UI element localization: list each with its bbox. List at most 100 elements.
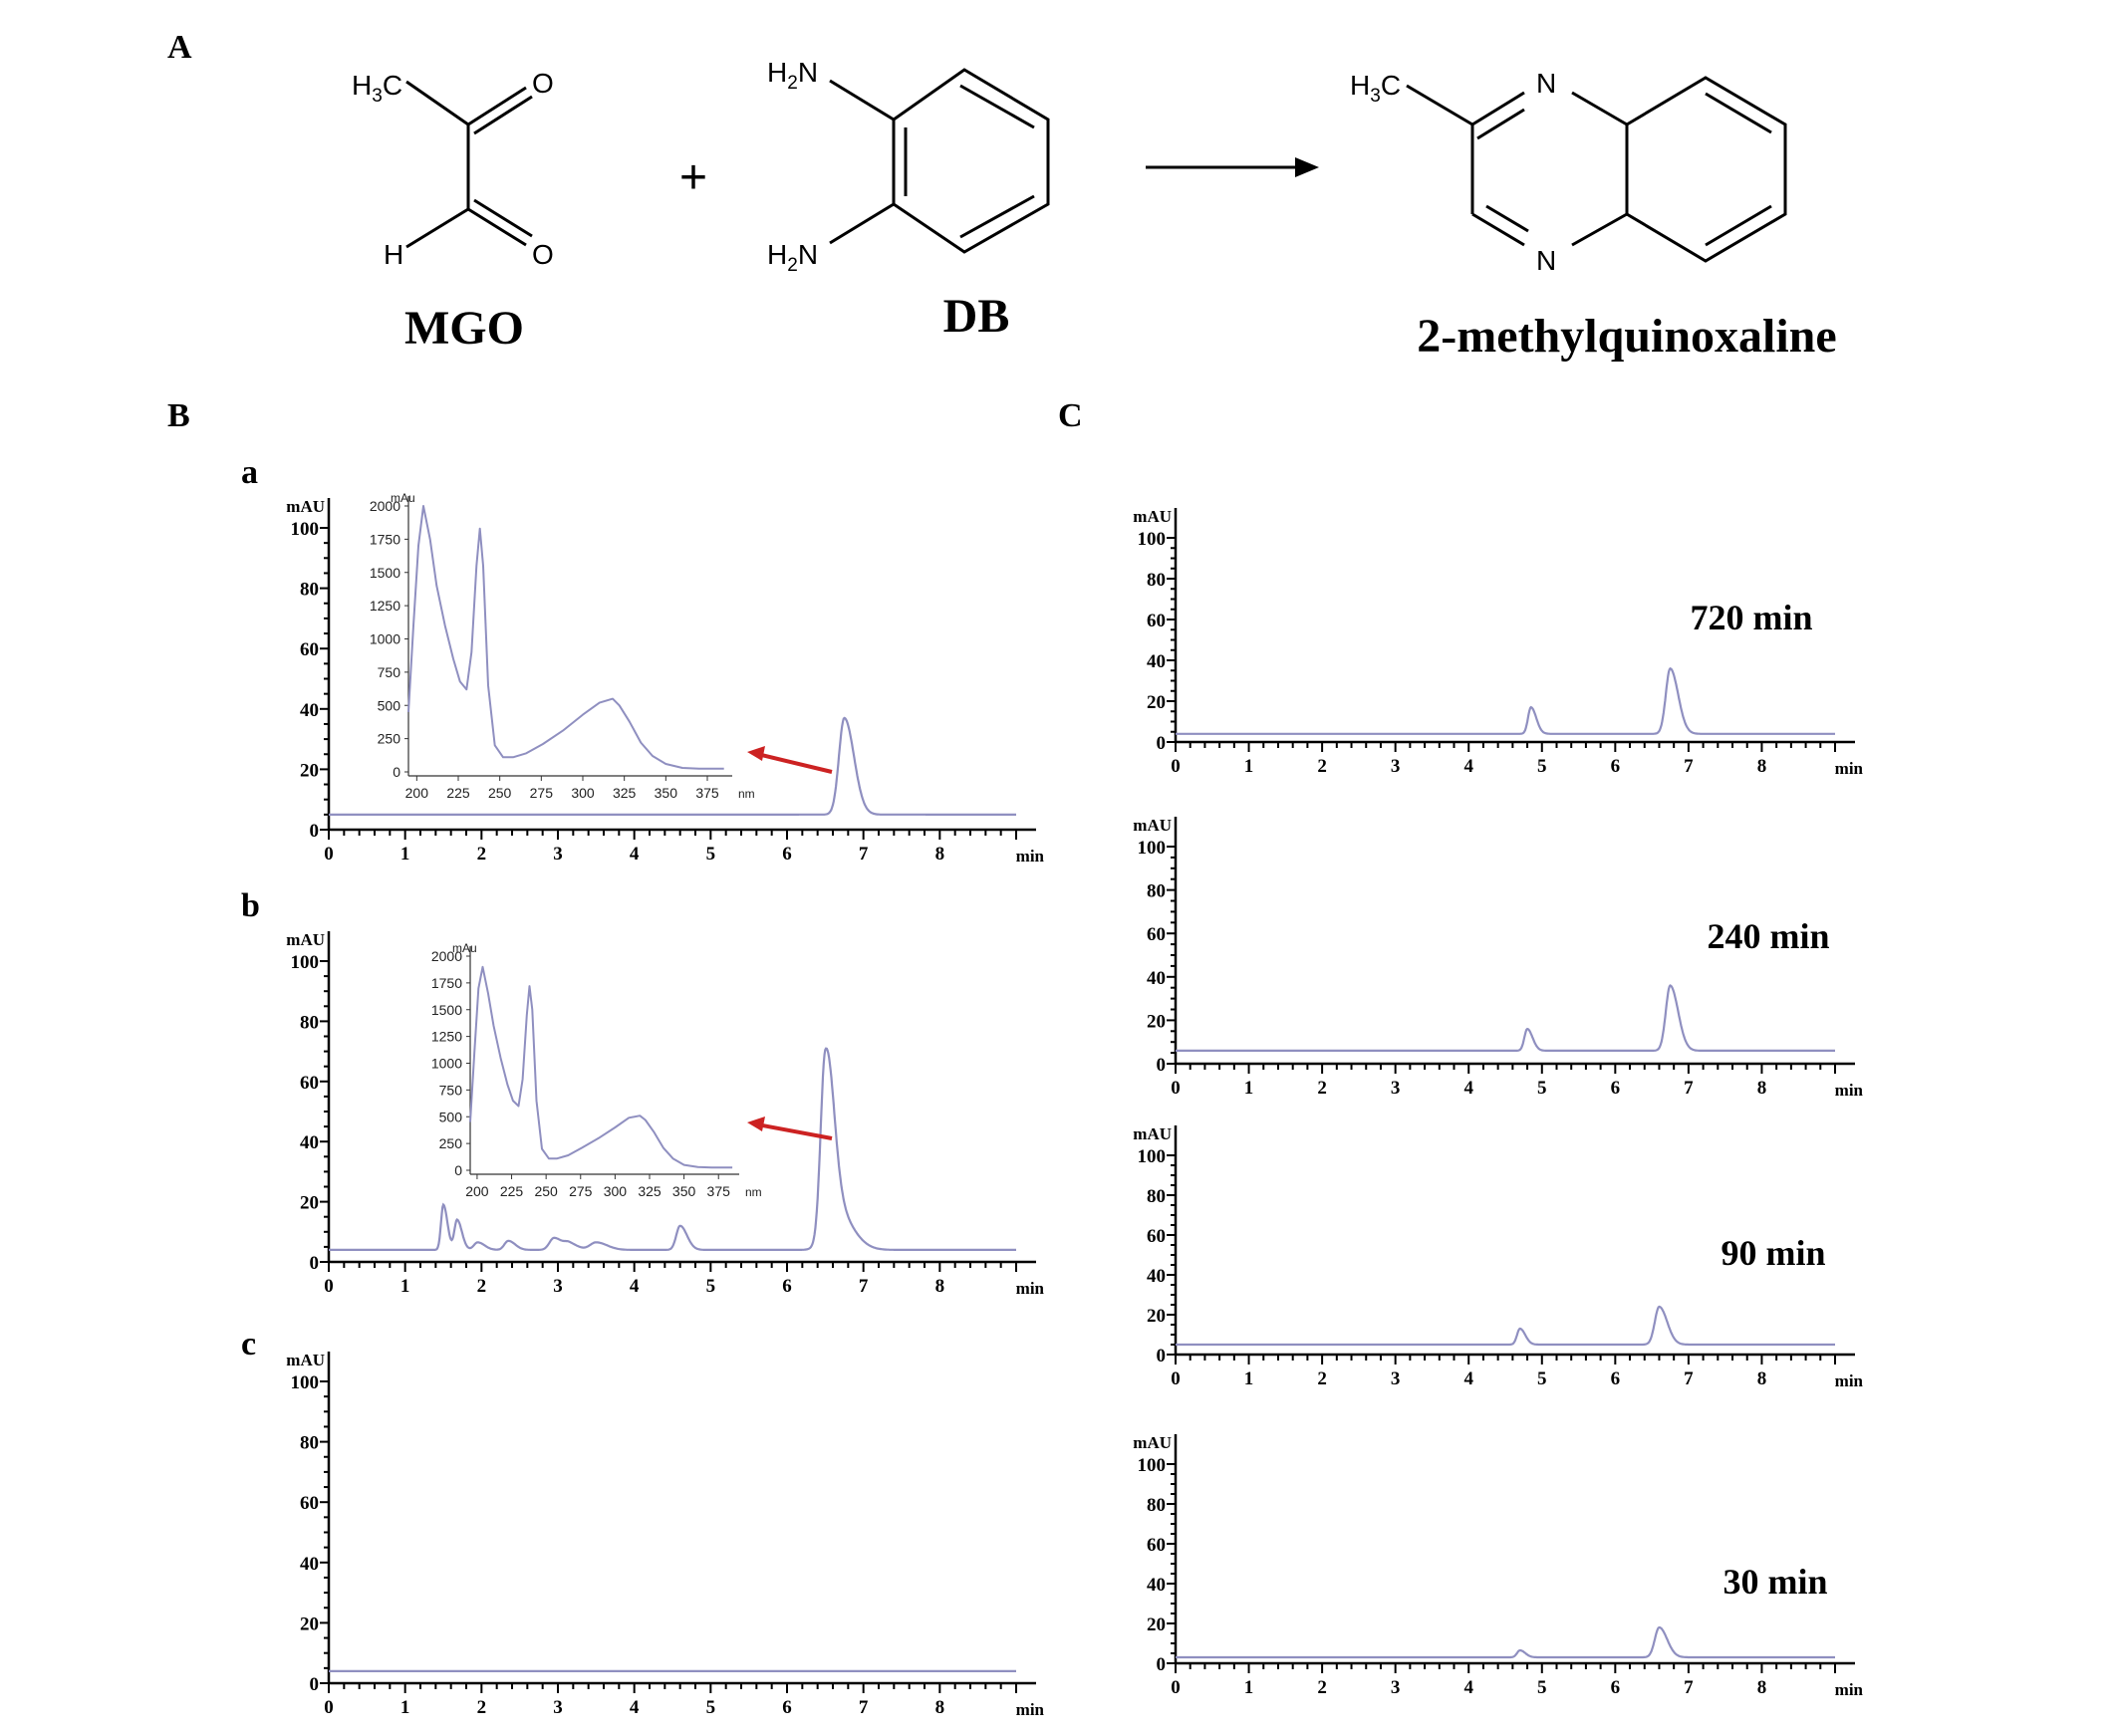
y-tick-label: 100 xyxy=(291,519,320,540)
series-line xyxy=(329,716,1016,816)
x-tick-label: 5 xyxy=(1537,756,1547,777)
y-tick-label: 60 xyxy=(300,639,319,660)
y-tick-label: 100 xyxy=(1138,1455,1167,1476)
y-tick-label: 80 xyxy=(1147,1495,1166,1516)
x-tick-label: 4 xyxy=(1463,1368,1473,1389)
inset-y-tick-label: 0 xyxy=(393,764,400,780)
y-tick-label: 0 xyxy=(310,821,320,842)
x-tick-label: 6 xyxy=(782,844,792,865)
compound-label-mgo: MGO xyxy=(404,302,524,355)
series-line xyxy=(1176,1305,1835,1347)
inset-y-tick-label: 0 xyxy=(454,1162,462,1178)
y-tick-label: 40 xyxy=(1147,968,1166,989)
inset-y-tick-label: 2000 xyxy=(370,498,400,514)
x-tick-label: 8 xyxy=(935,1276,945,1297)
mgo-atom-o1: O xyxy=(532,68,554,99)
inset-x-tick-label: 375 xyxy=(695,785,719,801)
quinoxaline-atom-h3c: H3C xyxy=(1350,70,1401,107)
x-axis-label: min xyxy=(1016,1279,1045,1298)
inset-x-tick-label: 275 xyxy=(569,1183,593,1199)
inset-x-tick-label: 350 xyxy=(655,785,678,801)
y-tick-label: 0 xyxy=(310,1674,320,1695)
x-tick-label: 1 xyxy=(1244,1368,1254,1389)
y-tick-label: 100 xyxy=(1138,529,1167,550)
y-tick-label: 20 xyxy=(1147,1614,1166,1635)
panel-label-b-upper: B xyxy=(167,397,190,434)
x-tick-label: 6 xyxy=(1611,756,1621,777)
inset-x-tick-label: 200 xyxy=(465,1183,489,1199)
x-tick-label: 1 xyxy=(400,1276,410,1297)
inset-y-tick-label: 1000 xyxy=(370,631,400,647)
x-tick-label: 5 xyxy=(706,1697,716,1718)
x-tick-label: 2 xyxy=(477,1697,487,1718)
compound-label-quinoxaline: 2-methylquinoxaline xyxy=(1417,310,1836,363)
pointer-arrow-head xyxy=(747,746,765,761)
panel-sublabel: a xyxy=(241,454,258,491)
x-tick-label: 4 xyxy=(630,1697,640,1718)
panel-sublabel: c xyxy=(241,1326,256,1363)
compound-label-db: DB xyxy=(943,290,1010,343)
db-atom-h2n-bottom: H2N xyxy=(767,239,818,276)
x-tick-label: 5 xyxy=(1537,1677,1547,1698)
x-tick-label: 6 xyxy=(782,1697,792,1718)
y-tick-label: 80 xyxy=(1147,1186,1166,1207)
inset-y-axis-label: mAu xyxy=(391,491,415,505)
y-tick-label: 80 xyxy=(300,580,319,601)
x-tick-label: 6 xyxy=(782,1276,792,1297)
x-tick-label: 7 xyxy=(859,1697,869,1718)
inset-x-axis-label: nm xyxy=(745,1185,762,1199)
y-tick-label: 100 xyxy=(291,952,320,973)
inset-y-tick-label: 1750 xyxy=(370,531,400,547)
x-tick-label: 6 xyxy=(1611,1078,1621,1099)
y-tick-label: 20 xyxy=(300,760,319,781)
y-axis-label: mAU xyxy=(1133,816,1172,835)
inset-x-tick-label: 200 xyxy=(405,785,429,801)
pointer-arrow xyxy=(756,752,833,774)
y-tick-label: 40 xyxy=(1147,1266,1166,1287)
inset-y-tick-label: 1000 xyxy=(431,1056,462,1072)
y-axis-label: mAU xyxy=(286,930,325,949)
panel-label-c-upper: C xyxy=(1058,397,1083,434)
chart-b-a: 0 1 2 3 4 5 6 7 8020406080100mAUmina025050075010… xyxy=(241,454,1045,866)
inset-y-tick-label: 1250 xyxy=(370,598,400,614)
x-tick-label: 2 xyxy=(1317,1677,1327,1698)
y-tick-label: 80 xyxy=(1147,881,1166,902)
x-tick-label: 4 xyxy=(630,844,640,865)
panel-sublabel: b xyxy=(241,887,260,924)
x-tick-label: 0 xyxy=(1171,1368,1181,1389)
inset-y-tick-label: 500 xyxy=(439,1109,463,1124)
time-annotation: 30 min xyxy=(1722,1562,1827,1602)
x-tick-label: 8 xyxy=(935,1697,945,1718)
time-annotation: 240 min xyxy=(1707,916,1829,956)
y-tick-label: 40 xyxy=(300,1132,319,1153)
y-tick-label: 80 xyxy=(300,1012,319,1033)
x-tick-label: 0 xyxy=(324,1276,334,1297)
x-tick-label: 0 xyxy=(1171,1677,1181,1698)
y-tick-label: 40 xyxy=(1147,651,1166,672)
y-tick-label: 0 xyxy=(1157,1346,1167,1366)
x-tick-label: 0 xyxy=(1171,1078,1181,1099)
y-tick-label: 40 xyxy=(300,700,319,721)
x-axis-label: min xyxy=(1016,847,1045,866)
x-tick-label: 1 xyxy=(1244,1677,1254,1698)
atom-labels: H3C O H O H2N H2N H3C N N xyxy=(352,57,1556,276)
y-tick-label: 40 xyxy=(300,1554,319,1575)
x-tick-label: 4 xyxy=(1463,1078,1473,1099)
x-tick-label: 4 xyxy=(630,1276,640,1297)
x-tick-label: 8 xyxy=(1757,756,1767,777)
x-axis-label: min xyxy=(1835,1081,1864,1100)
x-tick-label: 1 xyxy=(1244,756,1254,777)
inset-x-tick-label: 225 xyxy=(446,785,470,801)
x-tick-label: 2 xyxy=(1317,756,1327,777)
inset-y-tick-label: 1500 xyxy=(431,1002,462,1018)
quinoxaline-atom-n1: N xyxy=(1536,68,1556,99)
y-tick-label: 100 xyxy=(1138,838,1167,859)
x-tick-label: 5 xyxy=(706,1276,716,1297)
series-line xyxy=(1176,984,1835,1052)
x-tick-label: 0 xyxy=(324,1697,334,1718)
inset-x-tick-label: 350 xyxy=(672,1183,696,1199)
y-tick-label: 100 xyxy=(291,1372,320,1393)
y-axis-label: mAU xyxy=(1133,1124,1172,1143)
